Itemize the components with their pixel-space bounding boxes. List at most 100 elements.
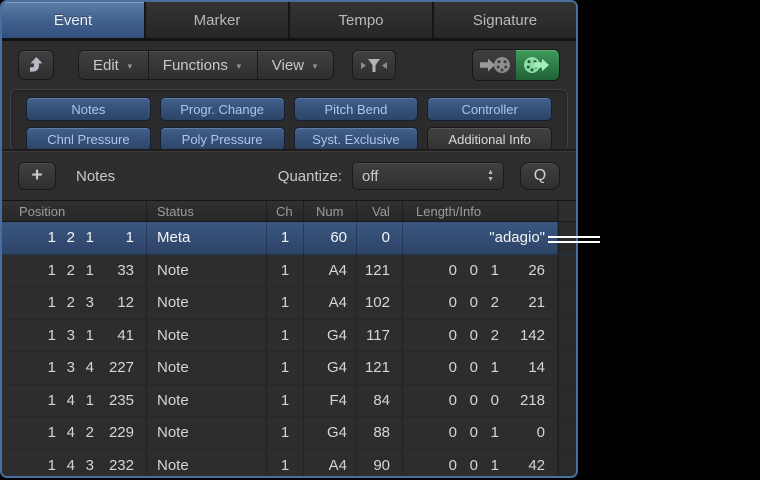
table-row[interactable]: 1 4 1 235 Note 1 F4 84 0 0 0 218 xyxy=(2,384,576,417)
cell-channel[interactable]: 1 xyxy=(267,449,304,476)
cell-channel[interactable]: 1 xyxy=(267,287,304,319)
cell-num[interactable]: G4 xyxy=(304,319,357,351)
quantize-label: Quantize: xyxy=(277,167,342,185)
cell-length-info[interactable]: 0 0 2 142 xyxy=(403,319,558,351)
cell-val[interactable]: 88 xyxy=(357,417,403,449)
midi-out-button[interactable] xyxy=(516,50,559,80)
table-row[interactable]: 1 3 4 227 Note 1 G4 121 0 0 1 14 xyxy=(2,352,576,385)
header-gutter xyxy=(558,201,576,221)
cell-channel[interactable]: 1 xyxy=(267,222,304,254)
edit-menu-button[interactable]: Edit ▼ xyxy=(78,50,149,80)
row-gutter xyxy=(558,352,576,384)
cell-status[interactable]: Note xyxy=(147,417,267,449)
tab-signature[interactable]: Signature xyxy=(434,2,576,38)
list-bar: + Notes Quantize: off ▲ ▼ Q xyxy=(2,151,576,200)
column-header-status[interactable]: Status xyxy=(147,201,267,221)
cell-num[interactable]: F4 xyxy=(304,384,357,416)
cell-channel[interactable]: 1 xyxy=(267,352,304,384)
cell-num[interactable]: G4 xyxy=(304,417,357,449)
cell-channel[interactable]: 1 xyxy=(267,417,304,449)
cell-position[interactable]: 1 4 3 232 xyxy=(2,449,147,476)
cell-status[interactable]: Note xyxy=(147,319,267,351)
filter-button-syst-exclusive[interactable]: Syst. Exclusive xyxy=(293,127,419,151)
cell-val[interactable]: 0 xyxy=(357,222,403,254)
filter-button-additional-info[interactable]: Additional Info xyxy=(427,127,552,151)
column-header-num[interactable]: Num xyxy=(304,201,357,221)
filter-button-notes[interactable]: Notes xyxy=(26,97,151,121)
table-row[interactable]: 1 2 1 33 Note 1 A4 121 0 0 1 26 xyxy=(2,254,576,287)
quantize-apply-button[interactable]: Q xyxy=(520,162,560,190)
cell-num[interactable]: A4 xyxy=(304,449,357,476)
quantize-select[interactable]: off ▲ ▼ xyxy=(352,162,504,190)
cell-num[interactable]: 60 xyxy=(304,222,357,254)
view-menu-label: View xyxy=(271,56,304,74)
tab-event[interactable]: Event xyxy=(2,2,144,38)
cell-status[interactable]: Note xyxy=(147,352,267,384)
filter-button-controller[interactable]: Controller xyxy=(427,97,552,121)
table-row[interactable]: 1 3 1 41 Note 1 G4 117 0 0 2 142 xyxy=(2,319,576,352)
cell-position[interactable]: 1 2 1 33 xyxy=(2,254,147,286)
cell-position[interactable]: 1 3 4 227 xyxy=(2,352,147,384)
tab-tempo[interactable]: Tempo xyxy=(290,2,432,38)
column-header-position[interactable]: Position xyxy=(2,201,147,221)
midi-out-icon xyxy=(522,55,554,75)
cell-length-info[interactable]: "adagio" xyxy=(403,222,558,254)
view-menu-button[interactable]: View ▼ xyxy=(257,50,334,80)
cell-length-info[interactable]: 0 0 2 21 xyxy=(403,287,558,319)
midi-monitor-group xyxy=(472,49,560,81)
filter-button-poly-pressure[interactable]: Poly Pressure xyxy=(159,127,285,151)
cell-position[interactable]: 1 4 1 235 xyxy=(2,384,147,416)
functions-menu-button[interactable]: Functions ▼ xyxy=(148,50,258,80)
cell-channel[interactable]: 1 xyxy=(267,384,304,416)
cell-position[interactable]: 1 2 3 12 xyxy=(2,287,147,319)
chevron-down-icon: ▼ xyxy=(311,61,319,71)
cell-position[interactable]: 1 3 1 41 xyxy=(2,319,147,351)
table-row[interactable]: 1 4 3 232 Note 1 A4 90 0 0 1 42 xyxy=(2,449,576,476)
stepper-icon: ▲ ▼ xyxy=(487,168,494,183)
tab-bar: Event Marker Tempo Signature xyxy=(2,2,576,41)
callout-leader-line xyxy=(548,236,600,243)
filter-button-pitch-bend[interactable]: Pitch Bend xyxy=(293,97,419,121)
cell-status[interactable]: Note xyxy=(147,254,267,286)
cell-val[interactable]: 90 xyxy=(357,449,403,476)
table-row[interactable]: 1 2 3 12 Note 1 A4 102 0 0 2 21 xyxy=(2,287,576,320)
cell-val[interactable]: 117 xyxy=(357,319,403,351)
cell-num[interactable]: A4 xyxy=(304,254,357,286)
column-header-val[interactable]: Val xyxy=(357,201,403,221)
tab-marker[interactable]: Marker xyxy=(146,2,288,38)
cell-val[interactable]: 121 xyxy=(357,352,403,384)
column-header-length-info[interactable]: Length/Info xyxy=(403,201,558,221)
chevron-down-icon: ▼ xyxy=(234,61,243,71)
cell-val[interactable]: 121 xyxy=(357,254,403,286)
cell-num[interactable]: A4 xyxy=(304,287,357,319)
cell-channel[interactable]: 1 xyxy=(267,254,304,286)
filter-button-progr-change[interactable]: Progr. Change xyxy=(159,97,285,121)
cell-status[interactable]: Note xyxy=(147,287,267,319)
cell-length-info[interactable]: 0 0 1 42 xyxy=(403,449,558,476)
cell-status[interactable]: Note xyxy=(147,384,267,416)
cell-val[interactable]: 84 xyxy=(357,384,403,416)
cell-status[interactable]: Note xyxy=(147,449,267,476)
cell-status[interactable]: Meta xyxy=(147,222,267,254)
cell-num[interactable]: G4 xyxy=(304,352,357,384)
cell-length-info[interactable]: 0 0 0 218 xyxy=(403,384,558,416)
event-filter-button[interactable] xyxy=(351,50,396,80)
cell-val[interactable]: 102 xyxy=(357,287,403,319)
cell-length-info[interactable]: 0 0 1 26 xyxy=(403,254,558,286)
cell-channel[interactable]: 1 xyxy=(267,319,304,351)
quantize-value: off xyxy=(362,167,379,185)
go-up-button[interactable] xyxy=(18,50,54,80)
column-header-ch[interactable]: Ch xyxy=(267,201,304,221)
midi-in-button[interactable] xyxy=(473,50,516,80)
event-type-filter-panel: Notes Progr. Change Pitch Bend Controlle… xyxy=(10,89,568,151)
cell-position[interactable]: 1 4 2 229 xyxy=(2,417,147,449)
filter-button-chnl-pressure[interactable]: Chnl Pressure xyxy=(26,127,151,151)
add-event-button[interactable]: + xyxy=(18,162,56,190)
cell-length-info[interactable]: 0 0 1 14 xyxy=(403,352,558,384)
